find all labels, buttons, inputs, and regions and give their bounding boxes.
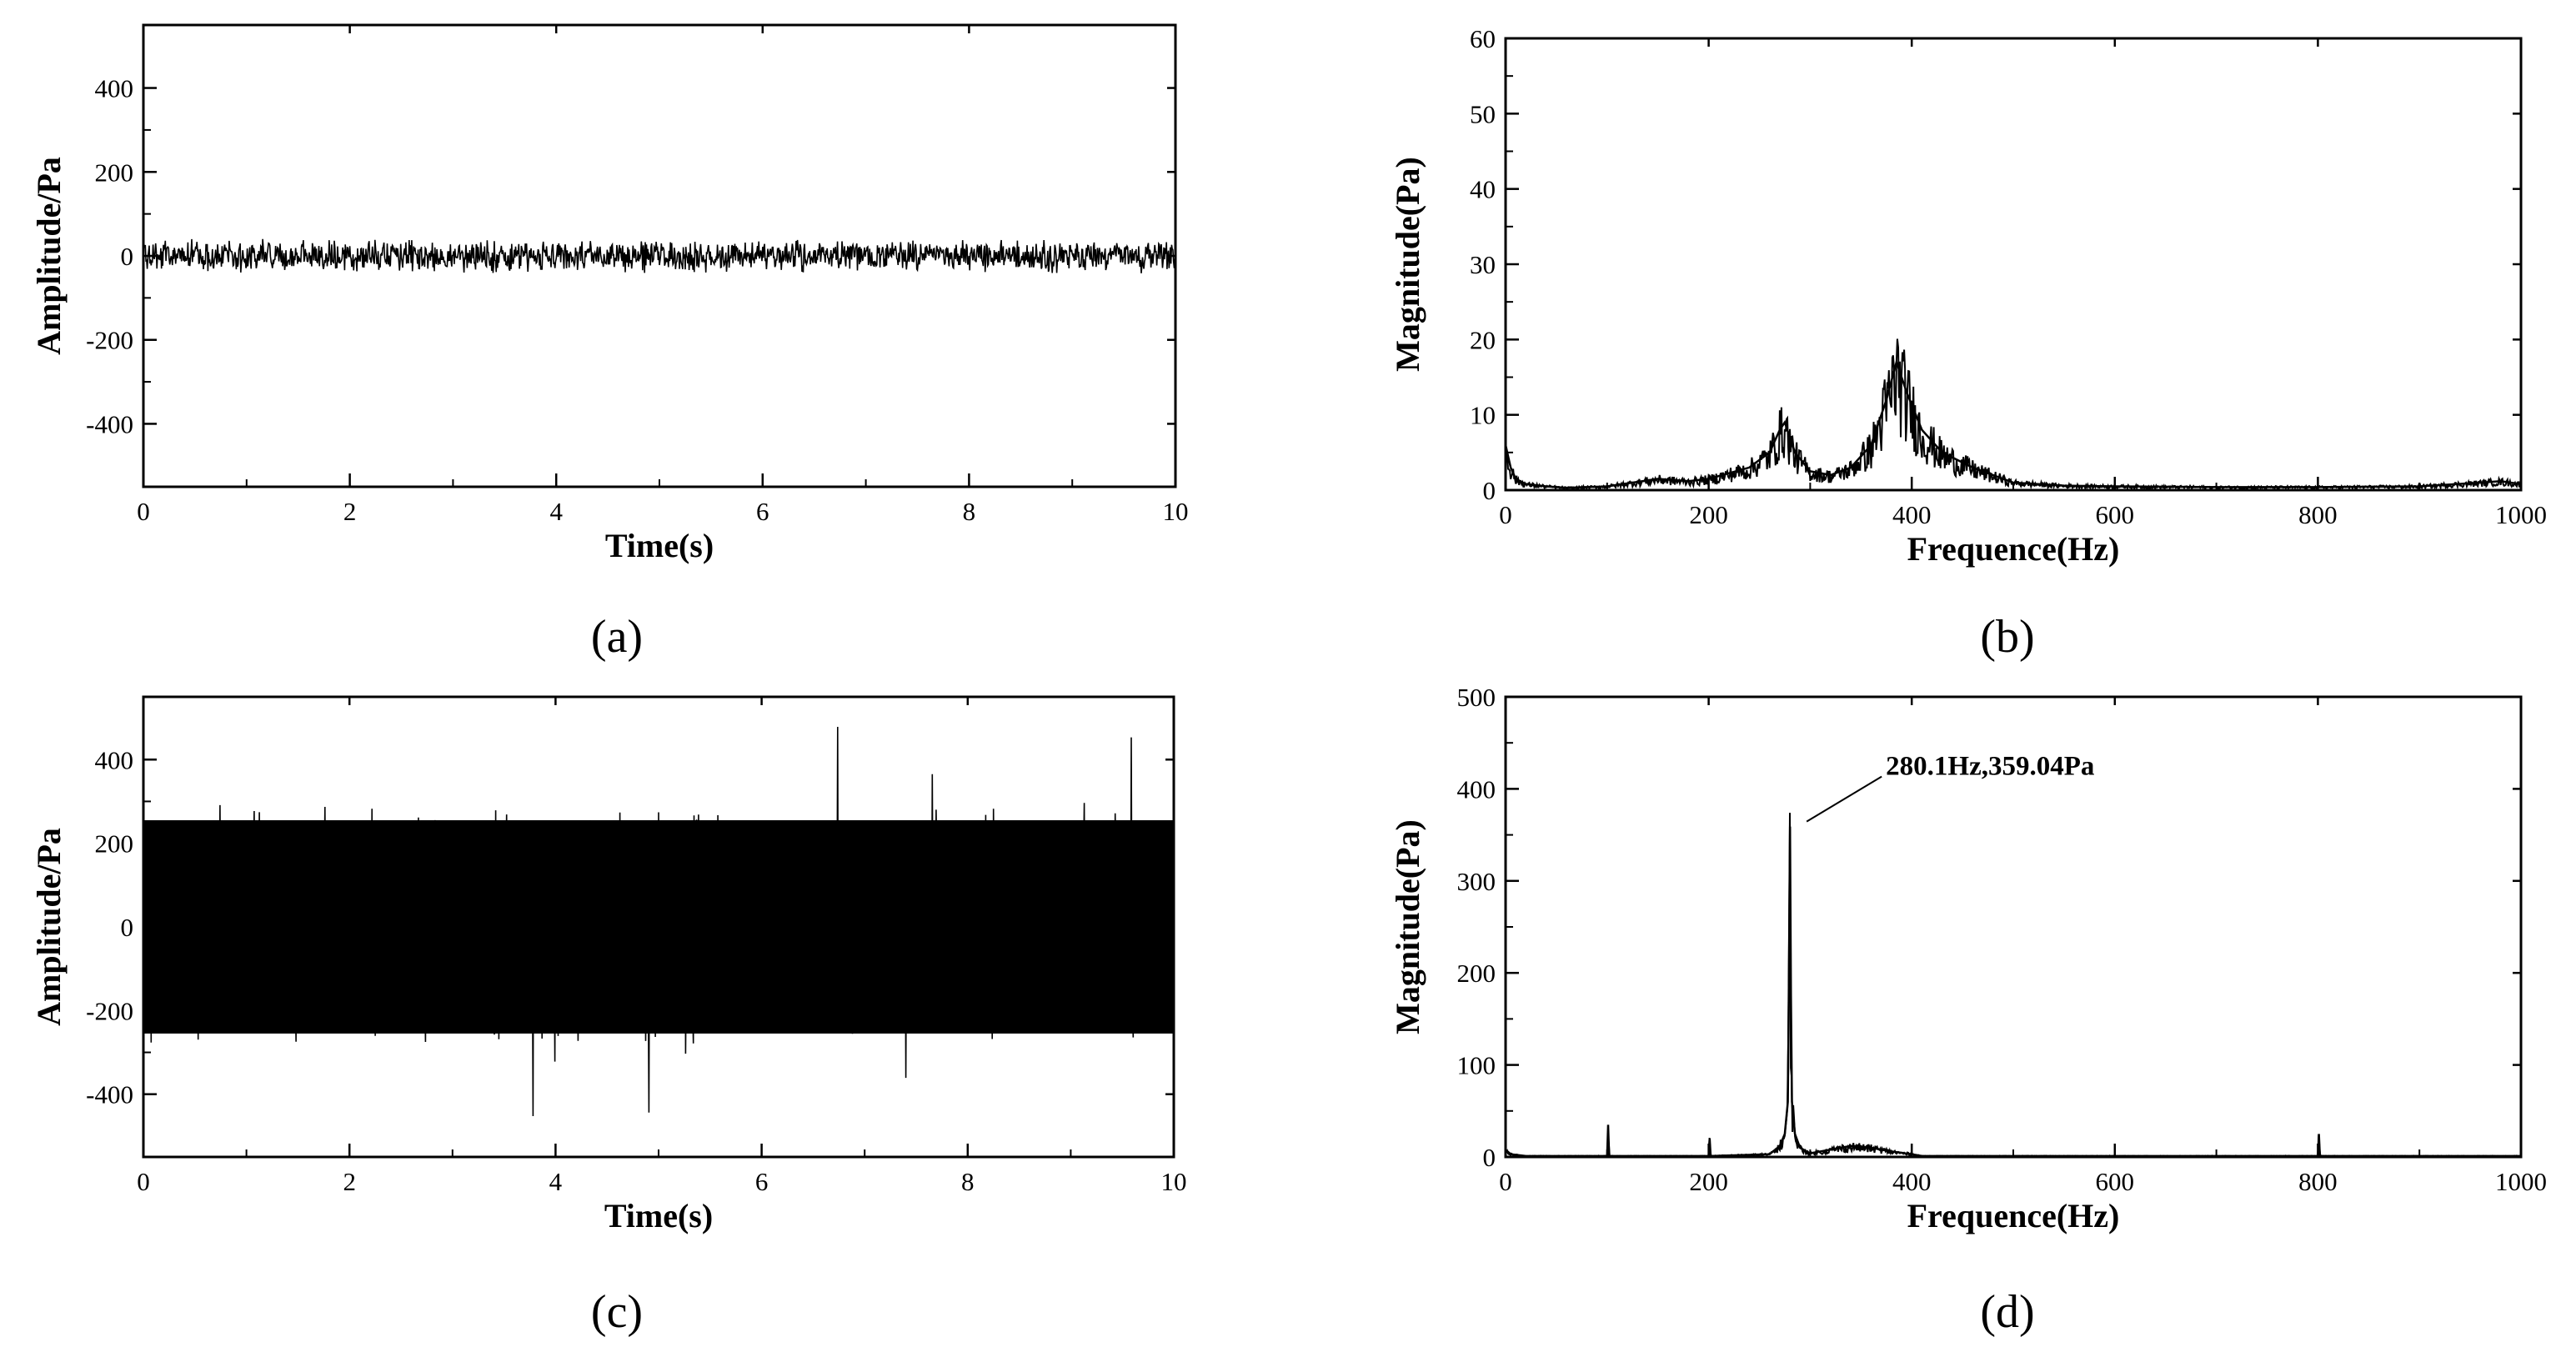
chart-panel-b: 0 200 400 600 800 1000 0 10 20 30 40 50 60 Frequence(… bbox=[1389, 24, 2547, 663]
series-line bbox=[1506, 813, 2521, 1157]
data-area bbox=[1506, 813, 2521, 1157]
y-tick-label: 100 bbox=[1457, 1051, 1496, 1080]
x-tick-label: 0 bbox=[137, 497, 150, 526]
x-axis-label: Time(s) bbox=[605, 527, 714, 564]
x-tick-label: 0 bbox=[1499, 1167, 1512, 1196]
x-tick-label: 600 bbox=[2096, 500, 2135, 529]
y-axis-label: Magnitude(Pa) bbox=[1389, 157, 1426, 372]
panel-caption: (b) bbox=[1980, 611, 2034, 663]
y-tick-label: 400 bbox=[1457, 774, 1496, 804]
y-tick-label: -200 bbox=[86, 326, 133, 355]
annotation-leader-line bbox=[1806, 775, 1882, 823]
y-tick-label: 200 bbox=[95, 829, 134, 859]
y-tick-label: 10 bbox=[1470, 401, 1496, 430]
series-line bbox=[143, 238, 1175, 273]
x-tick-label: 2 bbox=[343, 497, 357, 526]
y-tick-label: 50 bbox=[1470, 99, 1496, 128]
y-tick-label: 200 bbox=[95, 158, 134, 187]
y-tick-label: 20 bbox=[1470, 325, 1496, 354]
y-tick-label: 0 bbox=[121, 242, 134, 271]
x-tick-label: 1000 bbox=[2495, 500, 2547, 529]
y-tick-label: 400 bbox=[95, 745, 134, 774]
y-tick-label: 500 bbox=[1457, 683, 1496, 712]
y-tick-label: 0 bbox=[1483, 1143, 1496, 1172]
series-peaks bbox=[1506, 826, 2521, 1157]
y-tick-label: 300 bbox=[1457, 867, 1496, 896]
x-tick-label: 8 bbox=[961, 1167, 975, 1196]
y-tick-label: 200 bbox=[1457, 959, 1496, 988]
x-axis-label: Time(s) bbox=[604, 1197, 713, 1234]
x-tick-label: 6 bbox=[755, 1167, 769, 1196]
x-tick-label: 1000 bbox=[2495, 1167, 2547, 1196]
x-tick-label: 0 bbox=[137, 1167, 150, 1196]
x-tick-label: 200 bbox=[1689, 1167, 1728, 1196]
x-tick-label: 600 bbox=[2096, 1167, 2135, 1196]
panel-caption: (a) bbox=[591, 611, 643, 663]
x-tick-label: 4 bbox=[549, 1167, 563, 1196]
x-tick-label: 400 bbox=[1892, 1167, 1932, 1196]
data-area bbox=[1506, 338, 2521, 490]
y-tick-label: 60 bbox=[1470, 24, 1496, 53]
y-axis-label: Amplitude/Pa bbox=[30, 828, 68, 1026]
x-tick-label: 800 bbox=[2298, 1167, 2338, 1196]
y-tick-label: -400 bbox=[86, 1080, 133, 1109]
y-tick-label: 0 bbox=[1483, 476, 1496, 505]
x-tick-label: 400 bbox=[1892, 500, 1932, 529]
x-tick-label: 10 bbox=[1161, 1167, 1187, 1196]
series-fill bbox=[143, 820, 1174, 1034]
y-tick-label: 400 bbox=[95, 74, 134, 103]
y-tick-label: 30 bbox=[1470, 250, 1496, 279]
x-tick-label: 10 bbox=[1163, 497, 1189, 526]
y-tick-label: -200 bbox=[86, 996, 133, 1025]
y-axis-label: Amplitude/Pa bbox=[30, 157, 68, 355]
y-tick-label: 0 bbox=[121, 913, 134, 942]
x-tick-label: 6 bbox=[756, 497, 769, 526]
x-tick-label: 0 bbox=[1499, 500, 1512, 529]
x-tick-label: 200 bbox=[1689, 500, 1728, 529]
chart-panel-a: 0 2 4 6 8 10 -400 -200 0 200 400 Time(s) Amplitude/P… bbox=[30, 23, 1189, 663]
annotation-label: 280.1Hz,359.04Pa bbox=[1886, 752, 2094, 782]
y-tick-label: 40 bbox=[1470, 175, 1496, 204]
x-axis-label: Frequence(Hz) bbox=[1907, 1197, 2120, 1234]
chart-panel-d: 0 200 400 600 800 1000 0 100 200 300 400 500 Frequen… bbox=[1389, 683, 2547, 1338]
series-peaks bbox=[1506, 358, 2521, 489]
series-line bbox=[1506, 338, 2521, 490]
x-tick-label: 2 bbox=[343, 1167, 356, 1196]
panel-caption: (d) bbox=[1980, 1286, 2034, 1338]
x-axis-label: Frequence(Hz) bbox=[1907, 530, 2120, 568]
x-tick-label: 8 bbox=[963, 497, 976, 526]
plot-frame bbox=[1504, 37, 2523, 492]
chart-panel-c: 0 2 4 6 8 10 -400 -200 0 200 400 Time(s) Amplitude/P… bbox=[30, 695, 1187, 1338]
x-tick-label: 4 bbox=[549, 497, 563, 526]
data-area bbox=[143, 726, 1174, 1117]
y-axis-label: Magnitude(Pa) bbox=[1389, 819, 1426, 1034]
panel-caption: (c) bbox=[591, 1286, 643, 1338]
x-tick-label: 800 bbox=[2298, 500, 2338, 529]
data-area bbox=[143, 238, 1175, 273]
y-tick-label: -400 bbox=[86, 409, 133, 438]
